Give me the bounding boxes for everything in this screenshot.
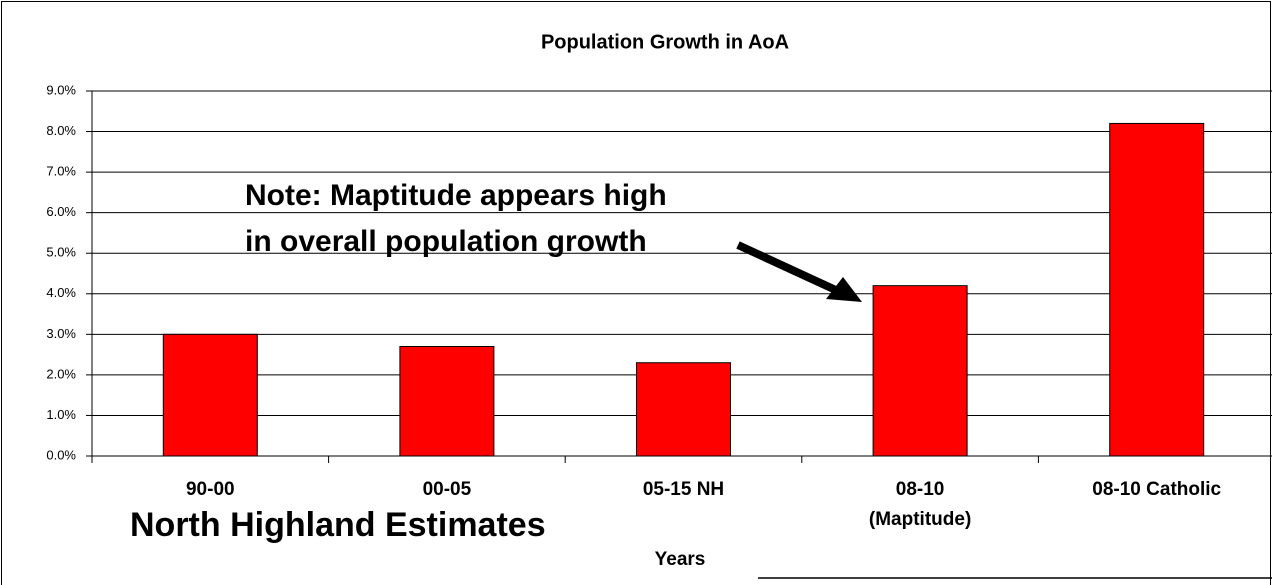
bar: [872, 285, 968, 457]
bar: [162, 333, 258, 457]
y-tick-label: 4.0%: [46, 285, 76, 300]
y-tick-label: 2.0%: [46, 366, 76, 381]
y-tick-label: 9.0%: [46, 82, 76, 97]
y-tick-label: 3.0%: [46, 326, 76, 341]
y-tick-label: 5.0%: [46, 245, 76, 260]
x-tick-label: 05-15 NH: [643, 479, 724, 500]
arrow-head: [826, 277, 862, 302]
y-tick-label: 0.0%: [46, 447, 76, 462]
annotation: Note: Maptitude appears high: [245, 179, 667, 212]
annotation: in overall population growth: [245, 225, 647, 258]
bar: [636, 362, 731, 457]
bar: [1109, 122, 1205, 457]
bar: [399, 346, 495, 457]
y-tick-label: 1.0%: [46, 407, 76, 422]
x-tick-label: 08-10 Catholic: [1092, 479, 1221, 500]
subtitle: North Highland Estimates: [130, 506, 546, 544]
x-tick-label: 00-05: [423, 479, 472, 500]
chart-title: Population Growth in AoA: [541, 31, 789, 53]
x-tick-label: 90-00: [186, 479, 235, 500]
x-tick-label: 08-10 (Maptitude): [869, 479, 971, 530]
y-tick-label: 7.0%: [46, 164, 76, 179]
x-axis-label: Years: [655, 549, 706, 570]
arrow-shaft: [736, 241, 842, 296]
y-tick-label: 8.0%: [46, 123, 76, 138]
y-tick-label: 6.0%: [46, 204, 76, 219]
